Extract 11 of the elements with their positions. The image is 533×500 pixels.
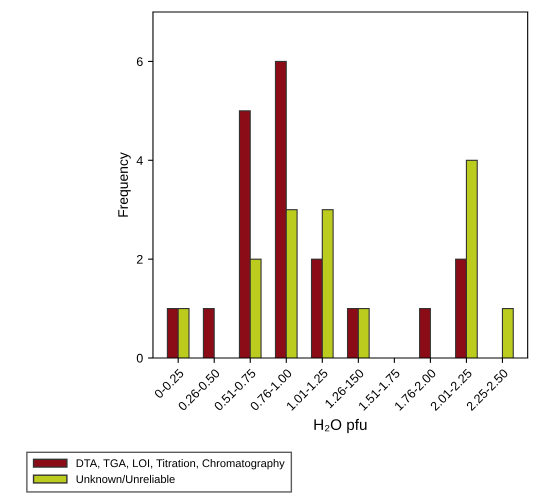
y-tick-label: 6	[136, 57, 143, 66]
bar	[502, 308, 514, 358]
y-tick-label: 4	[136, 156, 143, 165]
y-tick-label: 0	[136, 354, 143, 363]
bar	[419, 308, 431, 358]
y-tick-label: 2	[136, 254, 143, 264]
legend-label: Unknown/Unreliable	[76, 474, 175, 484]
y-axis-title: Frequency	[118, 152, 131, 217]
x-axis-title: H₂O pfu	[314, 418, 366, 434]
bar	[202, 308, 215, 358]
legend-label: DTA, TGA, LOI, Titration, Chromatography	[76, 459, 285, 470]
